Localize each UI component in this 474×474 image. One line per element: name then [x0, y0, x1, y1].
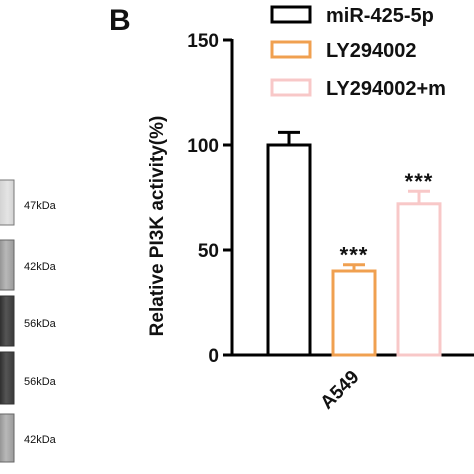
significance-3: ***: [405, 169, 434, 194]
legend: miR-425-5p LY294002 LY294002+m: [270, 5, 446, 100]
blot-label-2: 42kDa: [24, 261, 57, 273]
significance-2: ***: [340, 243, 369, 268]
legend-swatch-3: [270, 78, 312, 97]
y-tick-label-150: 150: [187, 31, 219, 52]
x-category-label: A549: [317, 367, 364, 414]
bars: *** *** A549: [266, 130, 442, 414]
legend-label-1: miR-425-5p: [326, 5, 434, 27]
bar-2: [331, 269, 377, 357]
blot-label-1: 47kDa: [24, 200, 57, 212]
blot-strip-3: [0, 295, 15, 347]
y-axis-label: Relative PI3K activity(%): [147, 116, 168, 337]
blot-label-4: 56kDa: [24, 376, 57, 388]
panel-letter: B: [109, 4, 131, 37]
y-tick-label-0: 0: [208, 346, 219, 367]
y-tick-label-100: 100: [187, 136, 219, 157]
blot-strip-2: [0, 239, 15, 291]
legend-label-2: LY294002: [326, 40, 416, 62]
bar-1: [266, 143, 312, 357]
y-tick-label-50: 50: [198, 241, 219, 262]
legend-swatch-1: [270, 5, 312, 24]
legend-swatch-2: [270, 40, 312, 59]
blot-strip-4: [0, 351, 15, 405]
bar-3: [396, 202, 442, 357]
western-blot-panel: 47kDa 42kDa 56kDa 56kDa 42kDa: [0, 179, 57, 463]
blot-strip-5: [0, 413, 15, 463]
blot-label-5: 42kDa: [24, 434, 57, 446]
blot-strip-1: [0, 179, 15, 226]
legend-label-3: LY294002+m: [326, 78, 446, 100]
blot-label-3: 56kDa: [24, 318, 57, 330]
